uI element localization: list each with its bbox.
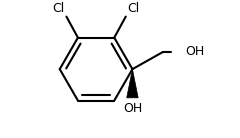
Text: Cl: Cl — [128, 2, 140, 15]
Text: OH: OH — [123, 102, 142, 115]
Polygon shape — [127, 69, 138, 98]
Text: OH: OH — [185, 45, 204, 58]
Text: Cl: Cl — [52, 2, 65, 15]
